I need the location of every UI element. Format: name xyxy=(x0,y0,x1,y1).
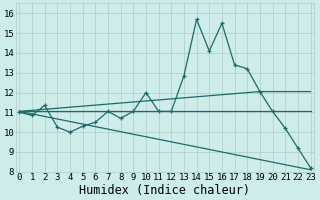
X-axis label: Humidex (Indice chaleur): Humidex (Indice chaleur) xyxy=(79,184,251,197)
